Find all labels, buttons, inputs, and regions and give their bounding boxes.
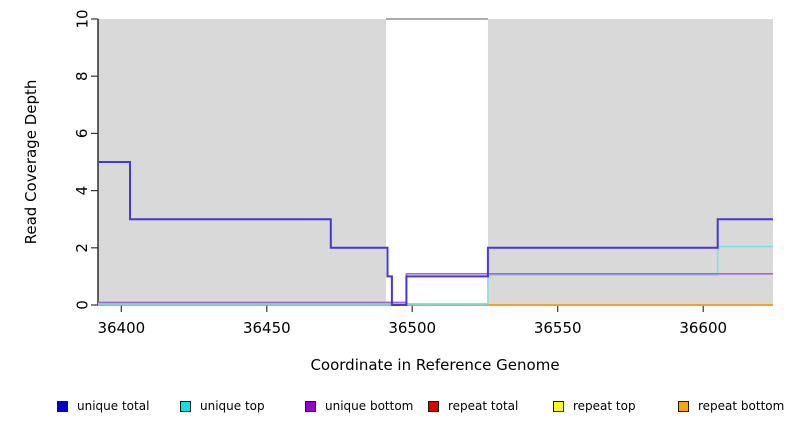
x-tick-label: 36500 [388, 319, 436, 337]
x-tick-label: 36400 [97, 319, 145, 337]
y-tick-label: 6 [73, 129, 91, 139]
y-tick-label: 0 [73, 300, 91, 310]
repeat-bottom-swatch-icon [678, 400, 689, 412]
legend-item-repeat-top: repeat top [553, 398, 636, 414]
unique-region-right [487, 19, 773, 305]
legend-item-unique-bottom: unique bottom [305, 398, 413, 414]
series-unique-total-line [98, 161, 773, 306]
y-tick-label: 2 [73, 243, 91, 253]
legend-item-repeat-total: repeat total [428, 398, 518, 414]
x-tick-label: 36450 [243, 319, 291, 337]
legend-item-repeat-bottom: repeat bottom [678, 398, 784, 414]
legend-label: unique bottom [325, 399, 414, 413]
x-axis-title: Coordinate in Reference Genome [310, 356, 559, 374]
unique-top-swatch-icon [180, 400, 191, 412]
unique-bottom-swatch-icon [305, 400, 316, 412]
y-tick-label: 4 [73, 186, 91, 196]
y-tick-label: 10 [73, 9, 91, 28]
legend-item-unique-total: unique total [57, 398, 149, 414]
unique-region-left [98, 19, 386, 305]
series-unique-top-line [98, 245, 773, 305]
legend-label: repeat top [573, 399, 636, 413]
legend: unique total unique top unique bottom re… [0, 398, 792, 418]
legend-label: unique total [77, 399, 150, 413]
y-axis-title: Read Coverage Depth [22, 80, 40, 245]
legend-label: unique top [200, 399, 265, 413]
unique-total-swatch-icon [57, 400, 68, 412]
repeat-top-swatch-icon [553, 400, 564, 412]
legend-label: repeat bottom [698, 399, 785, 413]
legend-item-unique-top: unique top [180, 398, 265, 414]
x-tick-label: 36550 [534, 319, 582, 337]
repeat-total-swatch-icon [428, 400, 439, 412]
y-tick-label: 8 [73, 71, 91, 81]
legend-label: repeat total [448, 399, 519, 413]
x-tick-label: 36600 [679, 319, 727, 337]
